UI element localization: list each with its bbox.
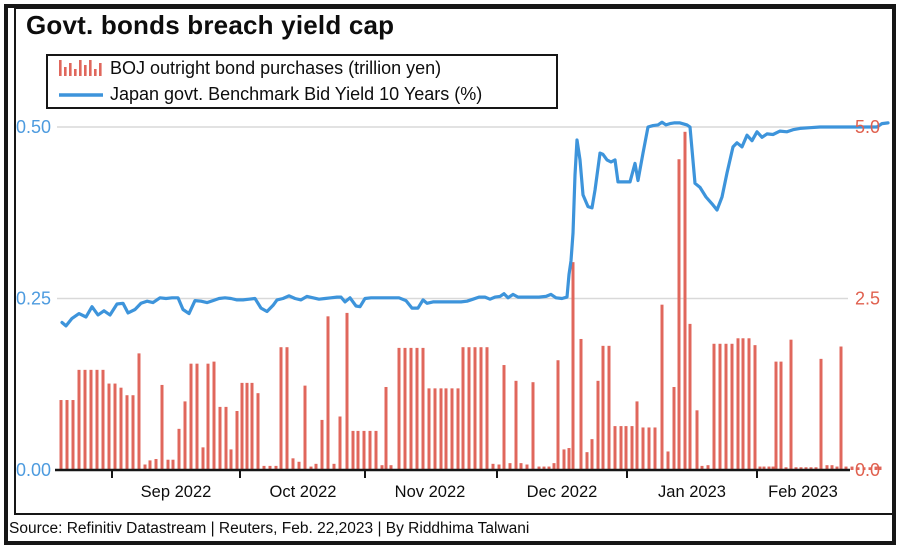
line-icon [58, 85, 110, 105]
source-line: Source: Refinitiv Datastream | Reuters, … [9, 520, 530, 537]
legend: BOJ outright bond purchases (trillion ye… [46, 54, 558, 109]
bars-icon [58, 58, 110, 78]
legend-item-purchases: BOJ outright bond purchases (trillion ye… [58, 56, 556, 81]
legend-item-yield: Japan govt. Benchmark Bid Yield 10 Years… [58, 83, 556, 108]
legend-label-yield: Japan govt. Benchmark Bid Yield 10 Years… [110, 84, 483, 105]
chart-title: Govt. bonds breach yield cap [26, 10, 395, 40]
legend-label-purchases: BOJ outright bond purchases (trillion ye… [110, 57, 442, 78]
chart-border-box [14, 7, 895, 515]
